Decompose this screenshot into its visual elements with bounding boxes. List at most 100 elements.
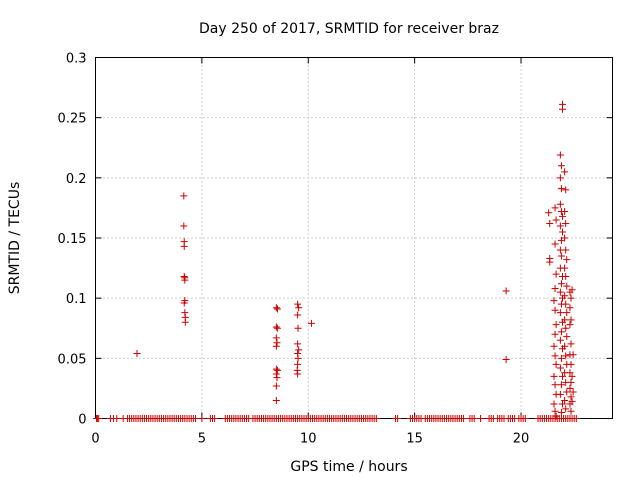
y-tick-label: 0.15 xyxy=(58,232,87,247)
y-tick-label: 0.3 xyxy=(66,52,87,67)
data-point xyxy=(294,354,302,362)
x-tick-label: 5 xyxy=(198,432,206,447)
data-point xyxy=(521,415,529,422)
data-point xyxy=(561,234,569,242)
data-point xyxy=(562,300,570,308)
data-point xyxy=(552,321,560,329)
data-point xyxy=(567,294,575,302)
data-point xyxy=(551,240,559,248)
data-point xyxy=(180,222,188,230)
data-point xyxy=(552,216,560,224)
data-point xyxy=(566,321,574,329)
data-point xyxy=(133,350,141,358)
data-point xyxy=(569,351,577,359)
data-point xyxy=(556,364,564,372)
data-point xyxy=(556,151,564,159)
data-point xyxy=(567,316,575,324)
data-point xyxy=(273,374,281,382)
data-point xyxy=(552,270,560,278)
data-point xyxy=(551,381,559,389)
data-point xyxy=(561,316,569,324)
data-point xyxy=(273,339,281,347)
data-point xyxy=(556,336,564,344)
data-point xyxy=(557,328,565,336)
x-tick-label: 0 xyxy=(91,432,99,447)
data-point xyxy=(559,212,567,220)
data-point xyxy=(562,186,570,194)
data-point xyxy=(568,286,576,294)
data-point xyxy=(545,209,553,217)
data-point xyxy=(566,369,574,377)
data-point xyxy=(272,396,280,404)
data-point xyxy=(272,304,280,312)
data-point xyxy=(272,370,280,378)
data-point xyxy=(561,264,569,272)
x-tick-label: 10 xyxy=(300,432,317,447)
data-point xyxy=(563,309,571,317)
data-point xyxy=(563,388,571,396)
chart-title: Day 250 of 2017, SRMTID for receiver bra… xyxy=(199,21,499,37)
data-point xyxy=(294,300,302,308)
y-tick-label: 0.25 xyxy=(58,112,87,127)
y-tick-label: 0.1 xyxy=(66,292,87,307)
data-point xyxy=(568,398,576,406)
data-point xyxy=(477,415,485,422)
data-point xyxy=(567,360,575,368)
data-point xyxy=(563,256,571,264)
data-point xyxy=(559,228,567,236)
data-point xyxy=(563,282,571,290)
data-point xyxy=(556,222,564,230)
data-point xyxy=(551,352,559,360)
y-tick-label: 0.2 xyxy=(66,172,87,187)
data-point xyxy=(502,287,510,295)
data-point xyxy=(191,415,199,422)
x-tick-label: 15 xyxy=(406,432,423,447)
data-point xyxy=(556,288,564,296)
data-point xyxy=(272,334,280,342)
data-point xyxy=(211,415,219,422)
data-point xyxy=(561,342,569,350)
data-point xyxy=(557,280,565,288)
data-point xyxy=(273,305,281,313)
data-point xyxy=(307,319,315,327)
y-axis-label: SRMTID / TECUs xyxy=(7,182,23,295)
data-point xyxy=(568,372,576,380)
data-point xyxy=(394,415,402,422)
y-tick-label: 0 xyxy=(78,413,86,428)
x-tick-label: 20 xyxy=(513,432,530,447)
data-point xyxy=(372,415,380,422)
data-point xyxy=(95,415,103,422)
data-point xyxy=(551,330,559,338)
data-point xyxy=(294,324,302,332)
data-point xyxy=(556,174,564,182)
data-point xyxy=(562,273,570,281)
data-point xyxy=(557,252,565,260)
data-point xyxy=(556,200,564,208)
data-point xyxy=(181,318,189,326)
data-point xyxy=(294,360,302,368)
data-point xyxy=(567,378,575,386)
data-point xyxy=(572,415,580,422)
grid xyxy=(95,57,613,419)
data-point xyxy=(470,415,478,422)
data-point xyxy=(273,366,281,374)
data-point xyxy=(551,407,559,415)
data-point xyxy=(550,372,558,380)
data-point xyxy=(180,192,188,200)
data-point xyxy=(550,342,558,350)
data-point xyxy=(546,258,554,266)
data-point xyxy=(559,400,567,408)
axis-ticks: 0 0.05 0.1 0.15 0.2 0.25 0.3 0 5 10 15 20 xyxy=(58,52,613,447)
data-point xyxy=(562,324,570,332)
data-point xyxy=(561,396,569,404)
data-point xyxy=(551,306,559,314)
data-point xyxy=(113,415,121,422)
data-point xyxy=(557,185,565,193)
data-point xyxy=(273,324,281,332)
data-point xyxy=(557,162,565,170)
data-point xyxy=(562,246,570,254)
data-point xyxy=(552,360,560,368)
data-point xyxy=(559,105,567,113)
data-point xyxy=(295,346,303,354)
